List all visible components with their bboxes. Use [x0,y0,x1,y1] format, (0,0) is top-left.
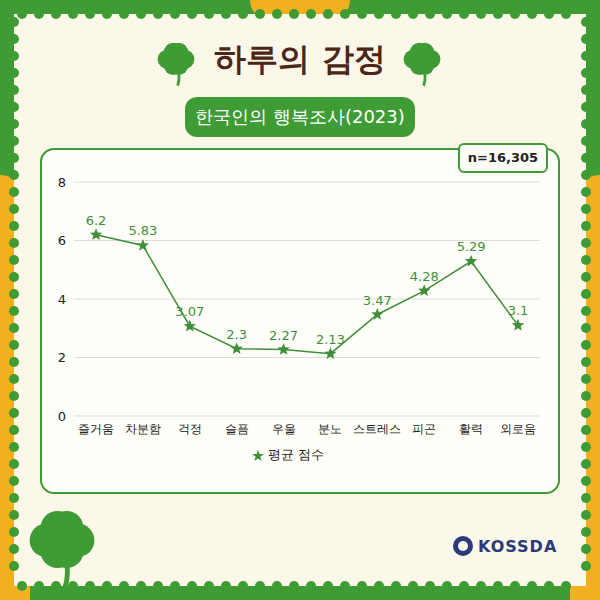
svg-text:2.13: 2.13 [316,332,345,347]
svg-text:3.07: 3.07 [175,304,204,319]
html-text:KOSSDA: KOSSDA [478,537,558,556]
svg-text:차분함: 차분함 [125,422,161,436]
svg-text:2.3: 2.3 [226,327,247,342]
svg-text:6.2: 6.2 [86,213,107,228]
svg-text:걱정: 걱정 [178,422,202,436]
svg-text:분노: 분노 [318,422,342,436]
svg-text:4: 4 [58,292,66,307]
svg-text:피곤: 피곤 [412,422,436,436]
svg-text:4.28: 4.28 [410,269,439,284]
html-text:평균 점수: 평균 점수 [267,447,325,462]
svg-text:즐거움: 즐거움 [78,422,114,436]
svg-text:5.29: 5.29 [457,239,486,254]
svg-text:우울: 우울 [272,422,296,436]
svg-text:외로움: 외로움 [500,422,536,436]
svg-text:3.1: 3.1 [508,303,529,318]
svg-text:6: 6 [58,233,66,248]
svg-text:2: 2 [58,350,66,365]
svg-text:5.83: 5.83 [128,223,157,238]
svg-text:0: 0 [58,409,66,424]
svg-text:활력: 활력 [459,422,483,436]
html-text:n=16,305: n=16,305 [467,150,539,165]
svg-text:2.27: 2.27 [269,328,298,343]
svg-text:슬픔: 슬픔 [225,422,249,436]
html-text:하루의 감정: 하루의 감정 [214,40,386,78]
svg-text:3.47: 3.47 [363,293,392,308]
svg-text:8: 8 [58,175,66,190]
svg-text:스트레스: 스트레스 [353,422,401,436]
html-text:한국인의 행복조사(2023): 한국인의 행복조사(2023) [195,106,405,127]
